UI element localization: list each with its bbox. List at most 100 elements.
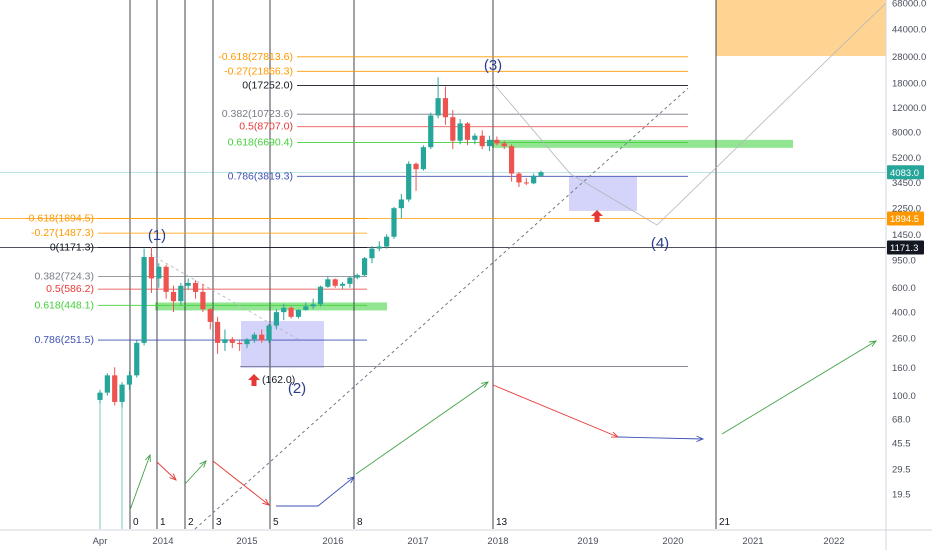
up-arrow-icon (248, 374, 260, 386)
candle-body (435, 98, 441, 116)
price-tick: 5200.0 (892, 153, 921, 164)
candle-body (200, 291, 206, 310)
candle-body (288, 307, 294, 317)
price-tick: 12000.0 (892, 103, 926, 114)
fib-label: -0.27(21866.3) (224, 65, 293, 77)
red-arrow (212, 460, 270, 506)
candle-body (362, 258, 368, 276)
price-tick: 19.5 (892, 489, 911, 500)
candle-body (156, 266, 162, 279)
candle-body (207, 309, 213, 322)
price-tick: 400.0 (892, 308, 916, 319)
highlight-zones (155, 0, 886, 369)
time-tick: 2022 (823, 536, 844, 547)
candle-body (464, 123, 471, 140)
time-tick: 2019 (577, 536, 598, 547)
wave-label: (3) (484, 57, 502, 74)
candle-body (229, 339, 235, 343)
candle-body (384, 236, 390, 247)
candle-body (273, 312, 279, 326)
time-tick: 2021 (742, 536, 763, 547)
price-tick: 160.0 (892, 363, 916, 374)
time-tick: 2020 (662, 536, 683, 547)
fib-label: 0.786(251.5) (34, 334, 94, 346)
blue-arrow (276, 476, 355, 507)
cycle-arrows (129, 210, 877, 511)
candle-body (244, 339, 250, 345)
price-tick: 44000.0 (892, 25, 926, 36)
candle-body (126, 375, 132, 385)
red-arrow-head (169, 473, 177, 481)
wave-low-label: (162.0) (262, 374, 295, 386)
candle-body (310, 304, 316, 307)
fib-label: 0(17252.0) (242, 80, 293, 92)
price-tick: 260.0 (892, 334, 916, 345)
candle-body (501, 143, 507, 147)
green-band-2017 (492, 139, 793, 148)
price-tick: 28000.0 (892, 52, 926, 63)
fib-retracement-levels (0, 2, 887, 530)
candle-body (494, 139, 500, 144)
price-tick: 18000.0 (892, 79, 926, 90)
candle-body (450, 117, 456, 141)
price-tick: 3450.0 (892, 178, 921, 189)
candle-body (185, 282, 191, 286)
trendline-small (149, 253, 301, 341)
candle-body (516, 173, 522, 183)
green-arrow (355, 381, 489, 475)
price-tick: 1450.0 (892, 230, 921, 241)
candle-body (317, 286, 324, 305)
candle-body (170, 291, 177, 302)
time-tick: 2018 (487, 536, 508, 547)
candle-body (398, 199, 404, 209)
candle-body (112, 375, 118, 402)
green-arrow (721, 340, 877, 435)
candle-body (119, 384, 125, 402)
candle-body (281, 307, 287, 313)
current-price-tag (887, 165, 924, 180)
candle-body (354, 275, 360, 278)
candle-body (406, 163, 412, 200)
candle-body (391, 208, 397, 237)
red-arrow (156, 461, 177, 481)
fib-label: 0.5(586.2) (46, 283, 94, 295)
price-tick: 8000.0 (892, 127, 921, 138)
cycle-number: 1 (160, 517, 166, 528)
up-arrow-icon (591, 210, 603, 222)
fib-label: 0(1171.3) (50, 241, 94, 253)
candle-body (97, 392, 103, 400)
price-tick: 100.0 (892, 391, 916, 402)
fibonacci-time-lines (99, 0, 717, 529)
candle-body (148, 256, 155, 279)
candle-body (251, 334, 257, 340)
candle-body (237, 342, 243, 345)
price-candles (97, 77, 544, 408)
cycle-number: 3 (216, 517, 222, 528)
candle-body (442, 98, 449, 118)
time-tick: 2016 (322, 536, 343, 547)
wave-label: (2) (288, 380, 306, 397)
price-tick: 950.0 (892, 256, 916, 267)
blue-arrow (617, 436, 704, 440)
candle-body (259, 334, 265, 341)
black-price-tag (887, 240, 924, 255)
time-tick: 2015 (236, 536, 257, 547)
wave-label: (1) (148, 227, 166, 244)
candle-body (420, 147, 426, 170)
blue-arrow-head (347, 476, 355, 484)
candle-body (413, 163, 419, 170)
red-arrow (492, 384, 619, 438)
fib-label: 0.382(10723.6) (222, 108, 293, 120)
candle-body (376, 246, 382, 249)
candle-body (325, 279, 331, 287)
candle-body (266, 325, 272, 341)
green-band-2013 (155, 302, 387, 311)
blue-arrow-head (696, 435, 705, 442)
candle-body (347, 277, 353, 284)
candle-body (332, 279, 338, 286)
candle-body (222, 339, 228, 343)
fib-label: -0.27(1487.3) (31, 227, 94, 239)
candle-body (486, 139, 493, 147)
candle-body (428, 115, 434, 148)
cycle-number: 5 (273, 517, 279, 528)
